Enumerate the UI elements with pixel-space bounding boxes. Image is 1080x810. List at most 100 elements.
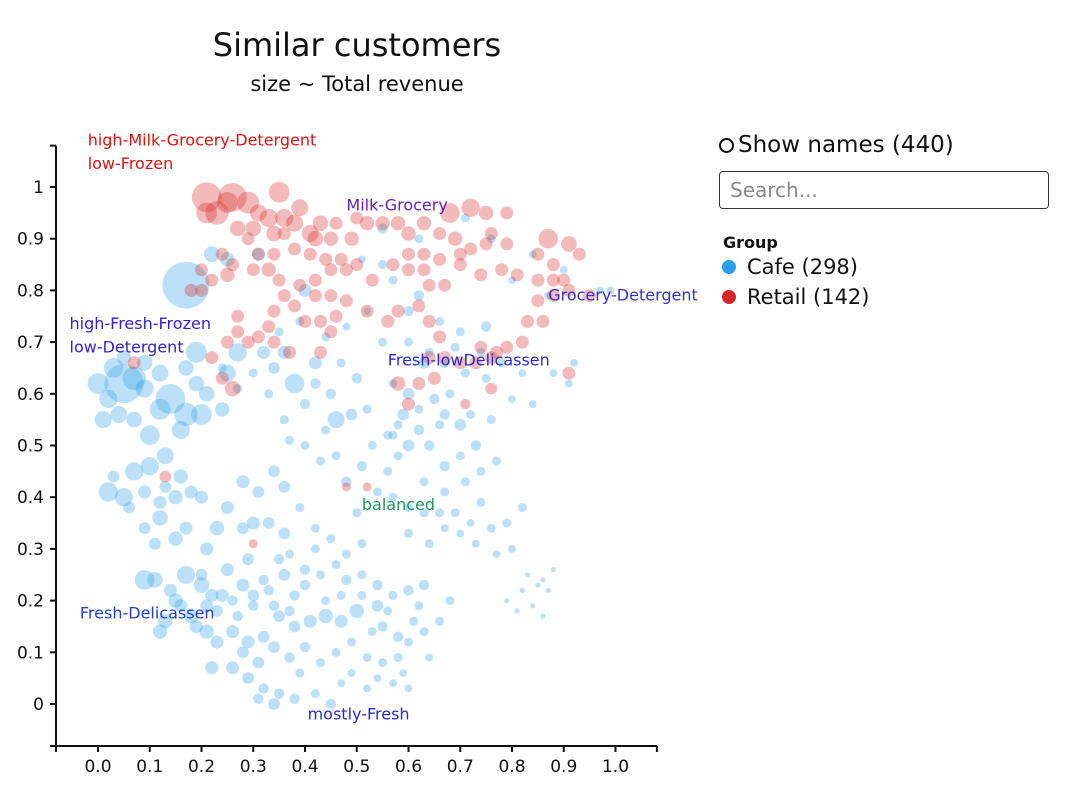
cafe-point[interactable] xyxy=(455,327,465,337)
retail-point[interactable] xyxy=(314,345,327,359)
retail-point[interactable] xyxy=(422,278,436,292)
retail-point[interactable] xyxy=(433,252,447,266)
cafe-point[interactable] xyxy=(404,528,413,538)
cafe-point[interactable] xyxy=(299,641,311,653)
cafe-point[interactable] xyxy=(253,693,264,704)
cafe-point[interactable] xyxy=(242,672,255,684)
retail-point[interactable] xyxy=(195,283,208,297)
cafe-point[interactable] xyxy=(241,635,255,649)
cafe-point[interactable] xyxy=(122,366,146,390)
retail-point[interactable] xyxy=(572,247,586,261)
cafe-point[interactable] xyxy=(418,356,430,369)
retail-point[interactable] xyxy=(196,202,218,224)
cafe-point[interactable] xyxy=(403,305,414,317)
retail-point[interactable] xyxy=(215,247,229,261)
cafe-point[interactable] xyxy=(273,610,285,622)
retail-point[interactable] xyxy=(205,351,219,365)
cafe-point[interactable] xyxy=(377,223,388,234)
cafe-point[interactable] xyxy=(345,408,358,421)
retail-point[interactable] xyxy=(500,237,514,251)
cafe-point[interactable] xyxy=(300,441,310,450)
retail-point[interactable] xyxy=(438,278,452,292)
cafe-point[interactable] xyxy=(435,420,445,430)
retail-point[interactable] xyxy=(365,273,379,287)
cafe-point[interactable] xyxy=(440,487,450,497)
cafe-point[interactable] xyxy=(264,389,274,399)
cafe-point[interactable] xyxy=(274,327,284,337)
retail-point[interactable] xyxy=(344,231,359,246)
cafe-point[interactable] xyxy=(185,342,207,363)
cafe-point[interactable] xyxy=(220,252,235,267)
cafe-point[interactable] xyxy=(125,462,144,481)
cafe-point[interactable] xyxy=(147,572,163,588)
cafe-point[interactable] xyxy=(540,577,546,583)
legend-item-cafe[interactable]: Cafe (298) xyxy=(722,252,1050,282)
cafe-point[interactable] xyxy=(233,384,243,394)
retail-point[interactable] xyxy=(390,216,406,231)
cafe-point[interactable] xyxy=(168,531,183,546)
cafe-point[interactable] xyxy=(336,358,346,368)
cafe-point[interactable] xyxy=(295,503,305,512)
cafe-point[interactable] xyxy=(435,616,445,626)
cafe-point[interactable] xyxy=(480,321,492,332)
retail-point[interactable] xyxy=(360,304,374,318)
retail-point[interactable] xyxy=(438,351,452,365)
cafe-point[interactable] xyxy=(308,356,322,370)
cafe-point[interactable] xyxy=(476,497,486,507)
cafe-point[interactable] xyxy=(310,544,320,554)
retail-point[interactable] xyxy=(324,325,338,339)
cafe-point[interactable] xyxy=(310,689,320,699)
cafe-point[interactable] xyxy=(140,425,160,446)
cafe-point[interactable] xyxy=(362,404,372,414)
cafe-point[interactable] xyxy=(402,439,415,452)
cafe-point[interactable] xyxy=(440,524,449,533)
cafe-point[interactable] xyxy=(298,283,312,297)
cafe-point[interactable] xyxy=(383,606,393,616)
cafe-point[interactable] xyxy=(232,610,243,622)
retail-point[interactable] xyxy=(323,231,339,246)
cafe-point[interactable] xyxy=(388,379,398,388)
cafe-point[interactable] xyxy=(321,425,331,435)
cafe-point[interactable] xyxy=(226,661,240,675)
cafe-point[interactable] xyxy=(152,624,168,639)
cafe-point[interactable] xyxy=(336,590,346,600)
retail-point[interactable] xyxy=(490,345,503,359)
cafe-point[interactable] xyxy=(174,599,188,613)
retail-point[interactable] xyxy=(251,330,265,344)
cafe-point[interactable] xyxy=(200,599,214,613)
cafe-point[interactable] xyxy=(362,653,372,662)
cafe-point[interactable] xyxy=(237,522,249,535)
retail-point[interactable] xyxy=(319,252,333,266)
cafe-point[interactable] xyxy=(156,447,174,465)
cafe-point[interactable] xyxy=(341,549,351,559)
cafe-point[interactable] xyxy=(247,589,260,602)
retail-point[interactable] xyxy=(531,247,545,261)
cafe-point[interactable] xyxy=(135,379,154,398)
cafe-point[interactable] xyxy=(228,343,247,362)
cafe-point[interactable] xyxy=(327,411,345,429)
cafe-point[interactable] xyxy=(414,404,424,414)
retail-point[interactable] xyxy=(362,482,372,492)
cafe-point[interactable] xyxy=(425,653,434,662)
retail-point[interactable] xyxy=(307,230,324,247)
cafe-point[interactable] xyxy=(268,465,280,478)
cafe-point[interactable] xyxy=(596,286,604,295)
cafe-point[interactable] xyxy=(341,574,352,586)
retail-point[interactable] xyxy=(314,314,327,328)
retail-point[interactable] xyxy=(288,299,302,313)
cafe-point[interactable] xyxy=(454,418,467,431)
retail-point[interactable] xyxy=(359,216,375,231)
cafe-point[interactable] xyxy=(278,527,291,540)
cafe-point[interactable] xyxy=(419,627,429,637)
retail-point[interactable] xyxy=(261,262,276,277)
retail-point[interactable] xyxy=(546,289,560,303)
retail-point[interactable] xyxy=(231,325,245,339)
cafe-point[interactable] xyxy=(476,347,486,357)
cafe-point[interactable] xyxy=(217,363,227,373)
retail-point[interactable] xyxy=(433,330,447,344)
cafe-point[interactable] xyxy=(295,316,305,326)
cafe-point[interactable] xyxy=(318,608,333,624)
cafe-point[interactable] xyxy=(162,261,210,309)
cafe-point[interactable] xyxy=(110,406,128,423)
cafe-point[interactable] xyxy=(358,255,366,264)
